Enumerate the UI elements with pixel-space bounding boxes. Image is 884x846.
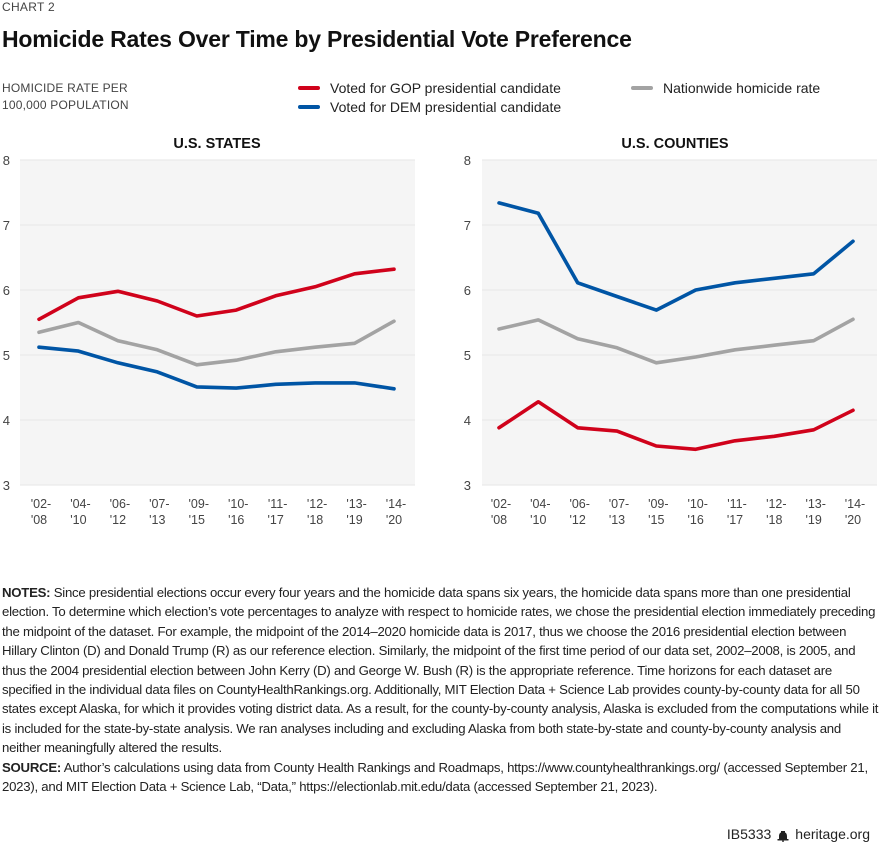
chart-title: Homicide Rates Over Time by Presidential… <box>2 26 632 52</box>
legend-label-nation: Nationwide homicide rate <box>663 79 821 96</box>
x-tick-label: '09- <box>189 497 209 511</box>
x-tick-label: '12- <box>766 497 786 511</box>
legend-swatch-nation <box>631 85 653 90</box>
y-tick-label: 8 <box>464 153 471 168</box>
x-tick-label: '17 <box>727 513 743 527</box>
x-tick-label: '13 <box>609 513 625 527</box>
x-tick-label: '19 <box>806 513 822 527</box>
y-tick-label: 6 <box>464 283 471 298</box>
x-tick-label: '13- <box>346 497 366 511</box>
notes-label: NOTES: <box>2 585 51 600</box>
site-link[interactable]: heritage.org <box>795 826 870 842</box>
y-tick-label: 5 <box>464 348 471 363</box>
series-line-nation <box>497 317 855 365</box>
legend-swatch-dem <box>298 104 320 109</box>
y-tick-label: 4 <box>3 413 10 428</box>
series-line-gop <box>37 267 396 322</box>
chart-number: CHART 2 <box>2 0 56 14</box>
x-tick-label: '16 <box>228 513 244 527</box>
y-axis-label: HOMICIDE RATE PER 100,000 POPULATION <box>2 80 129 114</box>
x-tick-label: '15 <box>648 513 664 527</box>
legend-item-dem: Voted for DEM presidential candidate <box>298 97 561 116</box>
legend-label-gop: Voted for GOP presidential candidate <box>330 79 561 96</box>
series-line-gop <box>497 399 855 452</box>
x-tick-label: '11- <box>268 497 288 511</box>
x-tick-label: '06- <box>110 497 130 511</box>
legend-item-gop: Voted for GOP presidential candidate <box>298 78 561 97</box>
x-tick-label: '20 <box>845 513 861 527</box>
x-tick-label: '10- <box>687 497 707 511</box>
x-tick-label: '19 <box>346 513 362 527</box>
legend-right: Nationwide homicide rate <box>631 78 820 97</box>
source-text: Author’s calculations using data from Co… <box>2 759 868 795</box>
report-id: IB5333 <box>726 826 772 842</box>
chart-panel-counties: U.S. COUNTIES 3 4 5 6 7 8 '02- '08 '04- '10 '06- '12… <box>464 136 877 527</box>
x-tick-label: '17 <box>268 513 284 527</box>
x-tick-label: '12 <box>570 513 586 527</box>
x-tick-label: '16 <box>688 513 704 527</box>
x-tick-label: '13- <box>805 497 825 511</box>
x-tick-label: '09- <box>648 497 668 511</box>
notes-paragraph: NOTES: Since presidential elections occu… <box>2 583 882 758</box>
y-tick-label: 6 <box>3 283 10 298</box>
x-tick-label: '02- <box>31 497 51 511</box>
footer: IB5333 heritage.org <box>727 826 870 842</box>
y-axis-label-line2: 100,000 POPULATION <box>2 98 129 112</box>
panel-title: U.S. STATES <box>173 136 261 152</box>
x-tick-label: '02- <box>491 497 511 511</box>
x-tick-label: '04- <box>70 497 90 511</box>
y-tick-label: 3 <box>3 478 10 493</box>
notes-block: NOTES: Since presidential elections occu… <box>2 583 882 796</box>
x-tick-label: '06- <box>569 497 589 511</box>
x-tick-label: '04- <box>530 497 550 511</box>
x-tick-label: '15 <box>189 513 205 527</box>
y-tick-label: 5 <box>3 348 10 363</box>
series-line-nation <box>37 319 396 367</box>
legend-item-nation: Nationwide homicide rate <box>631 78 820 97</box>
y-tick-label: 3 <box>464 478 471 493</box>
chart-panel-states: U.S. STATES 3 4 5 6 7 8 '02- '08 '04- '10 '06- '12 '0… <box>3 136 415 527</box>
notes-text: Since presidential elections occur every… <box>2 585 879 756</box>
x-tick-label: '10 <box>70 513 86 527</box>
legend-label-dem: Voted for DEM presidential candidate <box>330 98 562 115</box>
y-tick-label: 7 <box>464 218 471 233</box>
x-tick-label: '18 <box>766 513 782 527</box>
x-tick-label: '14- <box>845 497 865 511</box>
legend-left: Voted for GOP presidential candidate Vot… <box>298 78 561 116</box>
x-tick-label: '07- <box>609 497 629 511</box>
x-tick-label: '08 <box>31 513 47 527</box>
x-tick-label: '08 <box>491 513 507 527</box>
plot-background <box>20 160 415 485</box>
legend-swatch-gop <box>298 85 320 90</box>
y-tick-label: 8 <box>3 153 10 168</box>
x-tick-label: '13 <box>149 513 165 527</box>
x-tick-label: '12 <box>110 513 126 527</box>
x-tick-label: '07- <box>149 497 169 511</box>
x-tick-label: '12- <box>307 497 327 511</box>
x-tick-label: '14- <box>386 497 406 511</box>
series-line-dem <box>497 201 855 312</box>
x-tick-label: '18 <box>307 513 323 527</box>
source-label: SOURCE: <box>2 759 62 775</box>
panel-title: U.S. COUNTIES <box>621 136 728 152</box>
x-tick-label: '11- <box>727 497 747 511</box>
source-paragraph: SOURCE: Author’s calculations using data… <box>2 758 882 797</box>
y-axis-label-line1: HOMICIDE RATE PER <box>2 81 128 95</box>
liberty-bell-icon <box>777 829 789 842</box>
series-line-dem <box>37 345 396 391</box>
x-tick-label: '10 <box>530 513 546 527</box>
y-tick-label: 7 <box>3 218 10 233</box>
x-tick-label: '20 <box>386 513 402 527</box>
x-tick-label: '10- <box>228 497 248 511</box>
y-tick-label: 4 <box>464 413 471 428</box>
